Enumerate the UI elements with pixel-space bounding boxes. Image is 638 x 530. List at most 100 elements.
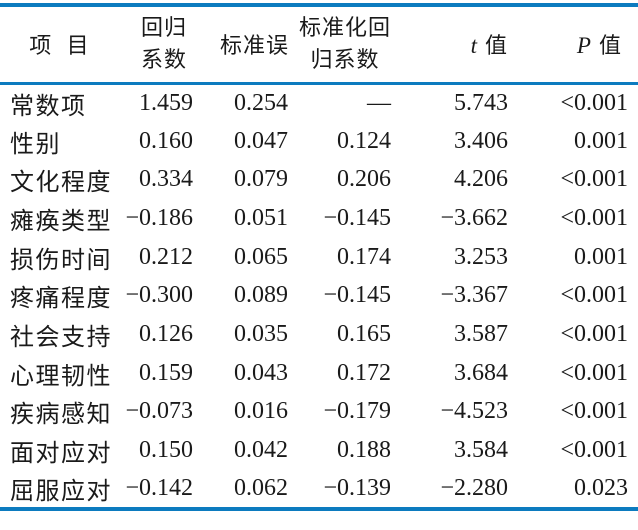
cell-item: 疾病感知 [10,402,112,429]
cell-t-value: 3.684 [454,359,508,386]
header-coef-line1: 回归 [140,15,187,41]
cell-item: 损伤时间 [10,247,112,274]
table-row: 社会支持 0.126 0.035 0.165 3.587 <0.001 [0,315,638,354]
cell-regression-coefficient: 0.126 [139,320,193,347]
t-symbol: t [470,33,478,59]
cell-p-value: 0.001 [574,127,628,154]
cell-t-value: 5.743 [454,89,508,116]
cell-p-value: <0.001 [560,398,628,425]
cell-item: 屈服应对 [10,478,112,505]
cell-p-value: <0.001 [560,320,628,347]
cell-regression-coefficient: 0.159 [139,359,193,386]
cell-standard-error: 0.047 [234,127,288,154]
cell-standard-error: 0.051 [234,204,288,231]
table-row: 屈服应对 −0.142 0.062 −0.139 −2.280 0.023 [0,470,638,509]
cell-regression-coefficient: 0.212 [139,243,193,270]
header-regression-coefficient-label: 回归 系数 [141,12,187,76]
cell-standard-error: 0.016 [234,398,288,425]
header-standard-error: 标准误 [195,5,289,83]
cell-t-value: −3.367 [440,282,508,309]
cell-item: 面对应对 [10,441,112,468]
header-std-line1: 标准化回 [298,15,391,41]
cell-standard-error: 0.079 [234,166,288,193]
table-row: 性别 0.160 0.047 0.124 3.406 0.001 [0,122,638,161]
cell-p-value: <0.001 [560,437,628,464]
cell-standardized-coefficient: 0.206 [337,166,391,193]
cell-regression-coefficient: 1.459 [139,89,193,116]
cell-t-value: 3.406 [454,127,508,154]
cell-p-value: <0.001 [560,204,628,231]
cell-item: 常数项 [10,93,87,120]
cell-item: 心理韧性 [10,363,112,390]
cell-standard-error: 0.065 [234,243,288,270]
cell-standardized-coefficient: −0.139 [323,474,391,501]
cell-p-value: 0.001 [574,243,628,270]
cell-standardized-coefficient: — [367,89,391,116]
cell-p-value: <0.001 [560,282,628,309]
cell-standardized-coefficient: −0.145 [323,204,391,231]
cell-standard-error: 0.089 [234,282,288,309]
cell-item: 瘫痪类型 [10,208,112,235]
header-coef-line2: 系数 [140,47,187,73]
cell-standardized-coefficient: −0.145 [323,282,391,309]
cell-regression-coefficient: −0.073 [125,398,193,425]
cell-item: 文化程度 [10,170,112,197]
cell-p-value: <0.001 [560,89,628,116]
cell-standardized-coefficient: 0.172 [337,359,391,386]
cell-p-value: <0.001 [560,359,628,386]
cell-item: 社会支持 [10,324,112,351]
cell-t-value: −4.523 [440,398,508,425]
p-symbol: P [576,33,592,59]
cell-standard-error: 0.035 [234,320,288,347]
cell-item: 疼痛程度 [10,286,112,313]
table-row: 瘫痪类型 −0.186 0.051 −0.145 −3.662 <0.001 [0,199,638,238]
cell-t-value: 3.584 [454,437,508,464]
cell-regression-coefficient: 0.160 [139,127,193,154]
cell-standardized-coefficient: −0.179 [323,398,391,425]
cell-standardized-coefficient: 0.188 [337,437,391,464]
cell-t-value: 3.253 [454,243,508,270]
table-row: 心理韧性 0.159 0.043 0.172 3.684 <0.001 [0,354,638,393]
table-body: 常数项 1.459 0.254 — 5.743 <0.001 性别 0.160 … [0,83,638,509]
cell-standardized-coefficient: 0.124 [337,127,391,154]
cell-p-value: 0.023 [574,474,628,501]
cell-standardized-coefficient: 0.165 [337,320,391,347]
cell-standard-error: 0.042 [234,437,288,464]
header-standard-error-label: 标准误 [219,33,289,59]
cell-standardized-coefficient: 0.174 [337,243,391,270]
cell-p-value: <0.001 [560,166,628,193]
cell-regression-coefficient: 0.150 [139,437,193,464]
cell-standard-error: 0.062 [234,474,288,501]
table-row: 疾病感知 −0.073 0.016 −0.179 −4.523 <0.001 [0,393,638,432]
table-row: 文化程度 0.334 0.079 0.206 4.206 <0.001 [0,160,638,199]
header-item: 项目 [0,5,118,83]
table-row: 疼痛程度 −0.300 0.089 −0.145 −3.367 <0.001 [0,276,638,315]
header-std-line2: 归系数 [310,47,380,73]
cell-standard-error: 0.043 [234,359,288,386]
cell-regression-coefficient: −0.142 [125,474,193,501]
cell-t-value: −3.662 [440,204,508,231]
cell-regression-coefficient: 0.334 [139,166,193,193]
cell-regression-coefficient: −0.300 [125,282,193,309]
cell-t-value: 4.206 [454,166,508,193]
cell-regression-coefficient: −0.186 [125,204,193,231]
p-suffix: 值 [598,33,622,59]
table-row: 常数项 1.459 0.254 — 5.743 <0.001 [0,83,638,122]
t-suffix: 值 [484,33,508,59]
header-item-label: 项目 [29,33,105,59]
cell-item: 性别 [10,131,61,158]
table-row: 损伤时间 0.212 0.065 0.174 3.253 0.001 [0,238,638,277]
cell-standard-error: 0.254 [234,89,288,116]
header-standardized-coefficient-label: 标准化回 归系数 [299,12,391,76]
header-standardized-coefficient: 标准化回 归系数 [289,5,391,83]
table-row: 面对应对 0.150 0.042 0.188 3.584 <0.001 [0,431,638,470]
header-regression-coefficient: 回归 系数 [118,5,195,83]
cell-t-value: −2.280 [440,474,508,501]
cell-t-value: 3.587 [454,320,508,347]
